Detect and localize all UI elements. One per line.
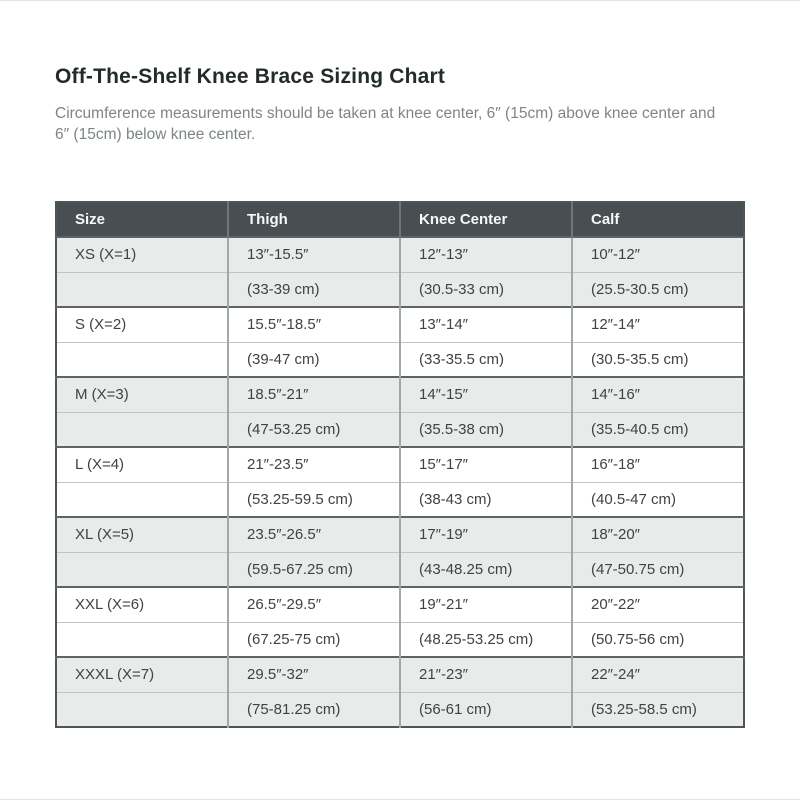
size-label: XS (X=1) bbox=[56, 236, 228, 273]
thigh-inches: 13″-15.5″ bbox=[227, 236, 400, 273]
table-row: (53.25-59.5 cm) (38-43 cm) (40.5-47 cm) bbox=[56, 481, 744, 518]
knee-cm: (30.5-33 cm) bbox=[399, 271, 572, 308]
size-label: M (X=3) bbox=[56, 376, 228, 413]
knee-inches: 21″-23″ bbox=[399, 656, 572, 693]
table-row: (75-81.25 cm) (56-61 cm) (53.25-58.5 cm) bbox=[56, 691, 744, 728]
calf-cm: (35.5-40.5 cm) bbox=[571, 411, 744, 448]
table-row: (47-53.25 cm) (35.5-38 cm) (35.5-40.5 cm… bbox=[56, 411, 744, 448]
calf-inches: 20″-22″ bbox=[571, 586, 744, 623]
size-label-empty bbox=[56, 481, 228, 518]
calf-inches: 14″-16″ bbox=[571, 376, 744, 413]
table-row: S (X=2) 15.5″-18.5″ 13″-14″ 12″-14″ bbox=[56, 306, 744, 343]
size-label-empty bbox=[56, 551, 228, 588]
knee-inches: 17″-19″ bbox=[399, 516, 572, 553]
size-label: L (X=4) bbox=[56, 446, 228, 483]
knee-cm: (56-61 cm) bbox=[399, 691, 572, 728]
sizing-table: Size Thigh Knee Center Calf XS (X=1) 13″… bbox=[55, 201, 745, 729]
sizing-table-container: Size Thigh Knee Center Calf XS (X=1) 13″… bbox=[55, 201, 745, 729]
knee-cm: (48.25-53.25 cm) bbox=[399, 621, 572, 658]
knee-cm: (38-43 cm) bbox=[399, 481, 572, 518]
calf-cm: (40.5-47 cm) bbox=[571, 481, 744, 518]
page-subtitle: Circumference measurements should be tak… bbox=[55, 105, 716, 143]
content-area: Off-The-Shelf Knee Brace Sizing Chart Ci… bbox=[0, 1, 800, 729]
thigh-inches: 21″-23.5″ bbox=[227, 446, 400, 483]
size-label: S (X=2) bbox=[56, 306, 228, 343]
knee-inches: 13″-14″ bbox=[399, 306, 572, 343]
size-label-empty bbox=[56, 341, 228, 378]
thigh-inches: 26.5″-29.5″ bbox=[227, 586, 400, 623]
col-header-knee-center: Knee Center bbox=[399, 202, 572, 238]
size-label: XXL (X=6) bbox=[56, 586, 228, 623]
knee-cm: (33-35.5 cm) bbox=[399, 341, 572, 378]
table-header-row: Size Thigh Knee Center Calf bbox=[56, 202, 744, 238]
thigh-cm: (53.25-59.5 cm) bbox=[227, 481, 400, 518]
knee-inches: 19″-21″ bbox=[399, 586, 572, 623]
thigh-inches: 15.5″-18.5″ bbox=[227, 306, 400, 343]
thigh-cm: (39-47 cm) bbox=[227, 341, 400, 378]
table-row: XXL (X=6) 26.5″-29.5″ 19″-21″ 20″-22″ bbox=[56, 586, 744, 623]
calf-cm: (50.75-56 cm) bbox=[571, 621, 744, 658]
size-label: XXXL (X=7) bbox=[56, 656, 228, 693]
knee-inches: 12″-13″ bbox=[399, 236, 572, 273]
table-row: XXXL (X=7) 29.5″-32″ 21″-23″ 22″-24″ bbox=[56, 656, 744, 693]
col-header-thigh: Thigh bbox=[227, 202, 400, 238]
knee-cm: (35.5-38 cm) bbox=[399, 411, 572, 448]
thigh-inches: 18.5″-21″ bbox=[227, 376, 400, 413]
thigh-cm: (67.25-75 cm) bbox=[227, 621, 400, 658]
size-label-empty bbox=[56, 271, 228, 308]
thigh-inches: 23.5″-26.5″ bbox=[227, 516, 400, 553]
thigh-cm: (75-81.25 cm) bbox=[227, 691, 400, 728]
calf-inches: 10″-12″ bbox=[571, 236, 744, 273]
knee-inches: 14″-15″ bbox=[399, 376, 572, 413]
table-row: (39-47 cm) (33-35.5 cm) (30.5-35.5 cm) bbox=[56, 341, 744, 378]
calf-cm: (30.5-35.5 cm) bbox=[571, 341, 744, 378]
size-label-empty bbox=[56, 411, 228, 448]
calf-inches: 16″-18″ bbox=[571, 446, 744, 483]
table-row: L (X=4) 21″-23.5″ 15″-17″ 16″-18″ bbox=[56, 446, 744, 483]
thigh-cm: (59.5-67.25 cm) bbox=[227, 551, 400, 588]
calf-inches: 22″-24″ bbox=[571, 656, 744, 693]
table-row: XL (X=5) 23.5″-26.5″ 17″-19″ 18″-20″ bbox=[56, 516, 744, 553]
calf-inches: 18″-20″ bbox=[571, 516, 744, 553]
calf-cm: (53.25-58.5 cm) bbox=[571, 691, 744, 728]
thigh-inches: 29.5″-32″ bbox=[227, 656, 400, 693]
calf-cm: (47-50.75 cm) bbox=[571, 551, 744, 588]
page-title: Off-The-Shelf Knee Brace Sizing Chart bbox=[55, 65, 446, 88]
knee-inches: 15″-17″ bbox=[399, 446, 572, 483]
table-row: (59.5-67.25 cm) (43-48.25 cm) (47-50.75 … bbox=[56, 551, 744, 588]
col-header-calf: Calf bbox=[571, 202, 744, 238]
thigh-cm: (47-53.25 cm) bbox=[227, 411, 400, 448]
table-row: M (X=3) 18.5″-21″ 14″-15″ 14″-16″ bbox=[56, 376, 744, 413]
calf-cm: (25.5-30.5 cm) bbox=[571, 271, 744, 308]
table-row: (33-39 cm) (30.5-33 cm) (25.5-30.5 cm) bbox=[56, 271, 744, 308]
size-label-empty bbox=[56, 621, 228, 658]
col-header-size: Size bbox=[56, 202, 228, 238]
calf-inches: 12″-14″ bbox=[571, 306, 744, 343]
table-row: XS (X=1) 13″-15.5″ 12″-13″ 10″-12″ bbox=[56, 236, 744, 273]
thigh-cm: (33-39 cm) bbox=[227, 271, 400, 308]
table-row: (67.25-75 cm) (48.25-53.25 cm) (50.75-56… bbox=[56, 621, 744, 658]
size-label-empty bbox=[56, 691, 228, 728]
size-label: XL (X=5) bbox=[56, 516, 228, 553]
knee-cm: (43-48.25 cm) bbox=[399, 551, 572, 588]
